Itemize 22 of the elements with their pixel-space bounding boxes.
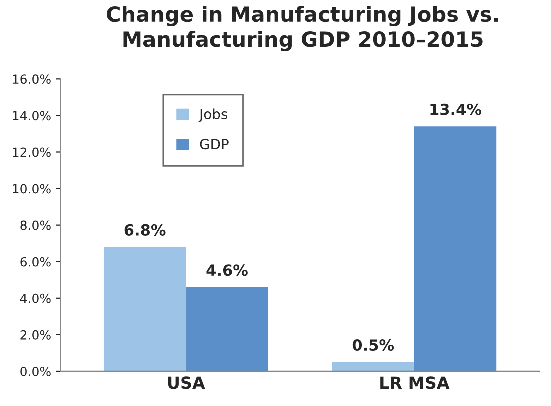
y-tick-label: 14.0% xyxy=(13,111,51,121)
bar xyxy=(332,362,414,372)
legend-label: Jobs xyxy=(198,108,228,122)
bar xyxy=(414,126,497,372)
bar xyxy=(186,287,268,372)
y-tick-label: 2.0% xyxy=(20,330,51,340)
y-tick-label: 6.0% xyxy=(20,257,51,267)
y-tick-label: 0.0% xyxy=(20,366,51,376)
chart-title: Change in Manufacturing Jobs vs. Manufacturing GDP 2010–2015 xyxy=(107,6,498,52)
x-tick-label: USA xyxy=(168,376,206,390)
y-tick-label: 10.0% xyxy=(13,184,51,194)
y-tick-label: 8.0% xyxy=(20,220,51,230)
x-tick-label: LR MSA xyxy=(380,376,450,390)
bar xyxy=(104,247,186,372)
y-tick-label: 4.0% xyxy=(20,294,51,304)
data-label: 0.5% xyxy=(352,340,394,352)
data-label: 4.6% xyxy=(206,264,248,276)
y-tick-label: 16.0% xyxy=(13,74,51,84)
legend-label: GDP xyxy=(200,139,229,150)
data-label: 13.4% xyxy=(430,104,482,116)
y-tick-label: 12.0% xyxy=(13,148,51,158)
data-label: 6.8% xyxy=(124,224,166,236)
